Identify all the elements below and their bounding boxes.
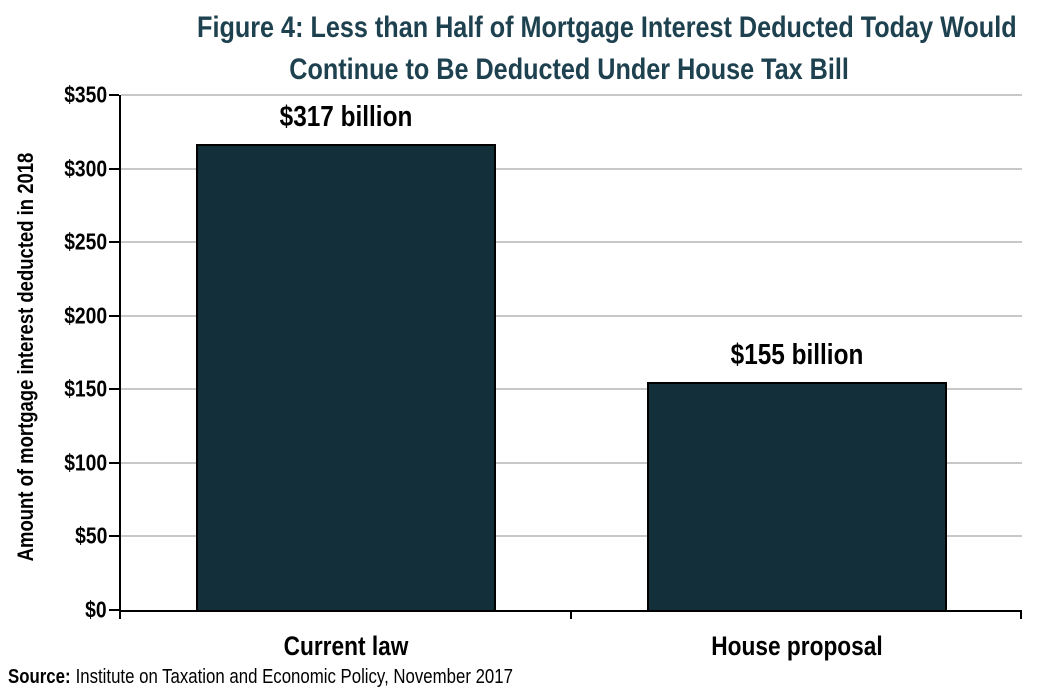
gridline-100: [121, 461, 1022, 464]
y-tick-mark-350: [109, 94, 119, 96]
bar-current-law: [196, 143, 497, 610]
x-category-label-house-proposal: House proposal: [695, 631, 899, 662]
gridline-250: [121, 241, 1022, 244]
y-tick-mark-150: [109, 388, 119, 391]
gridline-150: [121, 388, 1022, 391]
gridline-300: [121, 167, 1022, 170]
y-tick-label-text: $250: [64, 228, 107, 255]
y-tick-label-text: $350: [64, 81, 107, 108]
y-tick-mark-50: [109, 535, 119, 538]
y-tick-label-200: $200: [56, 302, 107, 329]
y-tick-label-text: $300: [64, 155, 107, 182]
y-tick-label-text: $200: [64, 302, 107, 329]
y-tick-label-250: $250: [56, 229, 107, 256]
bar-value-text: $317 billion: [279, 100, 413, 133]
y-tick-label-text: $150: [64, 375, 107, 402]
y-tick-mark-100: [109, 461, 119, 464]
x-category-text: Current law: [283, 631, 409, 661]
gridline-200: [121, 314, 1022, 317]
y-tick-mark-250: [109, 241, 119, 244]
y-tick-label-100: $100: [56, 449, 107, 476]
gridline-350: [121, 94, 1022, 96]
source-note: Source: Institute on Taxation and Economi…: [8, 666, 609, 689]
y-tick-label-50: $50: [69, 523, 107, 550]
bar-house-proposal: [646, 381, 947, 610]
gridline-50: [121, 535, 1022, 538]
figure-title-line-2: Continue to Be Deducted Under House Tax …: [289, 53, 850, 86]
x-tick-mark-2: [1020, 612, 1022, 619]
y-axis-title: Amount of mortgage interest deducted in …: [13, 152, 38, 562]
bar-value-label-current-law: $317 billion: [267, 101, 425, 134]
figure-title: Figure 4: Less than Half of Mortgage Int…: [119, 7, 1020, 91]
y-tick-label-350: $350: [56, 82, 107, 109]
y-tick-mark-300: [109, 167, 119, 170]
y-tick-label-150: $150: [56, 376, 107, 403]
x-tick-mark-0: [119, 612, 121, 619]
y-tick-label-0: $0: [81, 597, 107, 624]
y-tick-mark-0: [109, 609, 119, 611]
x-category-label-current-law: Current law: [272, 631, 421, 662]
x-category-text: House proposal: [711, 631, 883, 661]
source-text: Institute on Taxation and Economic Polic…: [75, 666, 513, 688]
y-tick-label-text: $0: [85, 596, 107, 623]
bar-value-text: $155 billion: [730, 338, 864, 371]
y-tick-mark-200: [109, 314, 119, 317]
x-tick-mark-1: [569, 612, 572, 619]
plot-area: $0 $50 $100 $150 $200 $250 $300 $350 $317 billio…: [64, 82, 1022, 661]
source-label: Source:: [8, 666, 71, 688]
figure-title-line-1: Figure 4: Less than Half of Mortgage Int…: [197, 11, 1017, 44]
bar-value-label-house-proposal: $155 billion: [718, 339, 876, 372]
y-tick-label-text: $100: [64, 449, 107, 476]
y-tick-label-300: $300: [56, 155, 107, 182]
y-tick-label-text: $50: [74, 522, 107, 549]
